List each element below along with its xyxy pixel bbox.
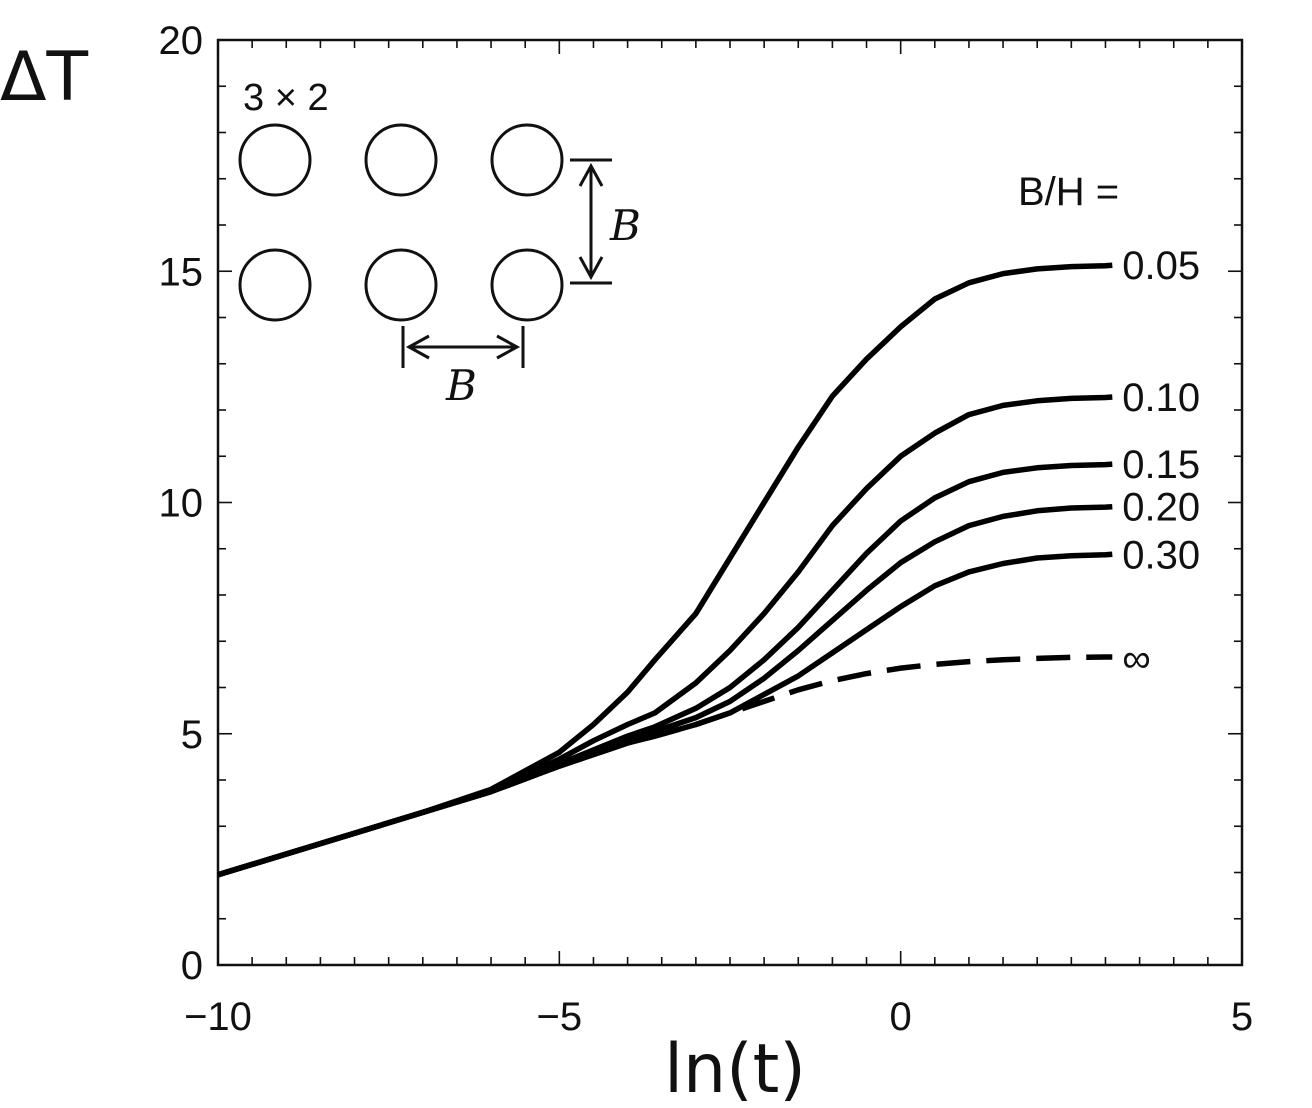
series-line-infinity <box>217 654 1113 878</box>
minor-ticks <box>217 39 1243 966</box>
series-label: 0.15 <box>1122 443 1200 487</box>
x-tick-label: −10 <box>184 995 252 1039</box>
series-line-0-20 <box>217 503 1113 878</box>
dim-horizontal-arrow-left <box>405 334 430 360</box>
y-tick-label: 5 <box>181 713 203 757</box>
series-label: 0.20 <box>1122 486 1200 530</box>
inset-circle <box>364 248 438 322</box>
series-label: 0.10 <box>1122 376 1200 420</box>
x-tick-label: 5 <box>1231 995 1253 1039</box>
legend-title: B/H = <box>1018 170 1119 214</box>
y-axis-title: ΔT <box>0 38 89 117</box>
y-tick-label: 10 <box>159 482 204 526</box>
inset-circle <box>490 248 564 322</box>
dim-vertical-arrow-up <box>578 162 604 187</box>
series-lines <box>217 262 1113 878</box>
x-tick-labels: −10 −5 0 5 <box>184 995 1253 1039</box>
series-label: ∞ <box>1122 637 1151 681</box>
dim-vertical-label: B <box>609 201 641 250</box>
y-tick-label: 15 <box>159 250 204 294</box>
y-tick-label: 20 <box>159 19 204 63</box>
series-line-0-30 <box>217 551 1113 878</box>
series-label: 0.05 <box>1122 244 1200 288</box>
y-tick-label: 0 <box>181 944 203 988</box>
series-label: 0.30 <box>1122 533 1200 577</box>
inset-circle <box>238 123 312 197</box>
inset-title: 3 × 2 <box>243 77 329 119</box>
dim-horizontal-arrow-right <box>496 334 521 360</box>
series-labels: 0.05 0.10 0.150.200.30 ∞ <box>1122 244 1200 681</box>
inset-circle <box>238 248 312 322</box>
x-tick-label: 0 <box>890 995 912 1039</box>
x-tick-label: −5 <box>537 995 583 1039</box>
x-axis-title: ln(t) <box>664 1030 806 1108</box>
inset-circle <box>490 123 564 197</box>
inset-circle <box>364 123 438 197</box>
dim-horizontal-label: B <box>445 361 477 410</box>
inset-diagram: 3 × 2 B B <box>238 77 641 410</box>
dim-vertical-arrow-down <box>578 256 604 281</box>
series-line-0-10 <box>217 394 1113 878</box>
y-tick-labels: 0 5 10 15 20 <box>159 19 204 988</box>
